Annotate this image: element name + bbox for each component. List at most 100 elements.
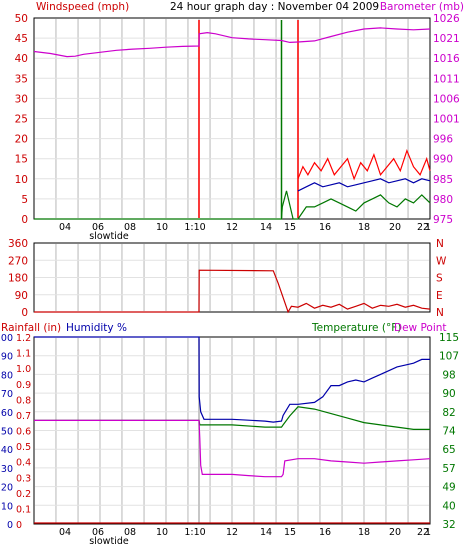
wind-ytick-left: 25 <box>15 114 28 126</box>
rainfall-axis-title: Rainfall (in) <box>1 322 61 334</box>
temp-ytick: 32 <box>442 519 455 531</box>
windspeed-axis-title: Windspeed (mph) <box>36 1 129 13</box>
wind-ytick-left: 50 <box>15 13 28 25</box>
rain-ytick: 0.7 <box>16 411 31 422</box>
hum-xtick: 06 <box>92 527 104 538</box>
hum-series-0 <box>34 336 430 423</box>
wind-xtick: 14 <box>260 222 272 233</box>
hum-ytick: 100 <box>0 333 13 344</box>
hum-ytick: 0 <box>7 520 13 531</box>
direction-panel-frame <box>33 242 431 313</box>
rain-ytick: 0 <box>16 520 22 531</box>
hum-xtick: 18 <box>358 527 370 538</box>
hum-xtick: 14 <box>260 527 272 538</box>
wind-xtick: 06 <box>92 222 104 233</box>
wind-xtick: 18 <box>358 222 370 233</box>
temp-ytick: 115 <box>439 332 459 344</box>
dir-ytick-right: N <box>436 238 444 250</box>
wind-ytick-left: 45 <box>15 33 28 45</box>
dir-ytick-left: 180 <box>8 273 28 285</box>
wind-series-2 <box>297 148 431 181</box>
dir-series-0 <box>34 269 431 314</box>
wind-ytick-right: 1006 <box>433 93 460 105</box>
wind-ytick-left: 5 <box>21 194 28 206</box>
humidity-panel-frame <box>33 336 431 525</box>
wind-ytick-right: 980 <box>433 194 453 206</box>
hum-xtick: 12 <box>226 527 238 538</box>
wind-ytick-left: 10 <box>15 174 28 186</box>
chart-title: 24 hour graph day : November 04 2009 <box>170 1 379 13</box>
wind-ytick-left: 30 <box>15 93 28 105</box>
dir-ytick-left: 270 <box>8 255 28 267</box>
chart-layer: 5045403530252015105010261021101610111006… <box>0 13 460 547</box>
wind-ytick-right: 985 <box>433 174 453 186</box>
wind-xtick: 22 <box>417 222 429 233</box>
wind-series-0 <box>33 27 431 58</box>
rain-ytick: 0.9 <box>16 380 31 391</box>
hum-ytick: 80 <box>1 370 13 381</box>
rain-ytick: 0.5 <box>16 442 31 453</box>
temp-ytick: 98 <box>442 369 455 381</box>
wind-ytick-right: 990 <box>433 154 453 166</box>
rain-ytick: 0.2 <box>16 489 31 500</box>
rain-ytick: 0.6 <box>16 427 31 438</box>
temp-ytick: 65 <box>442 444 455 456</box>
wind-xsublabel: slowtide <box>89 231 129 242</box>
rain-ytick: 0.4 <box>16 458 31 469</box>
rain-ytick: 0.3 <box>16 473 31 484</box>
dir-ytick-right: E <box>436 290 443 302</box>
rain-ytick: 1.0 <box>16 364 31 375</box>
temp-ytick: 90 <box>442 388 455 400</box>
wind-ytick-right: 975 <box>433 214 453 226</box>
wind-ytick-right: 1021 <box>433 33 460 45</box>
rain-ytick: 0.1 <box>16 504 31 515</box>
hum-ytick: 50 <box>1 427 13 438</box>
hum-xtick: 10 <box>156 527 168 538</box>
hum-xtick: 20 <box>389 527 401 538</box>
hum-series-1 <box>34 406 430 430</box>
hum-xtick: 16 <box>319 527 331 538</box>
wind-ytick-right: 996 <box>433 134 453 146</box>
wind-ytick-left: 15 <box>15 154 28 166</box>
hum-series-2 <box>34 419 431 478</box>
temp-ytick: 49 <box>442 482 455 494</box>
wind-ytick-right: 1001 <box>433 114 460 126</box>
dir-ytick-left: 360 <box>8 238 28 250</box>
hum-xtick: 1:10 <box>184 527 205 538</box>
hum-ytick: 20 <box>1 483 13 494</box>
wind-ytick-left: 0 <box>21 214 28 226</box>
rain-ytick: 1.2 <box>16 333 31 344</box>
wind-ytick-right: 1026 <box>433 13 460 25</box>
wind-series-1 <box>34 190 431 220</box>
wind-xtick: 1 <box>425 222 431 233</box>
temperature-axis-title: Temperature (°F) <box>311 322 401 334</box>
hum-xtick: 08 <box>124 527 136 538</box>
wind-xtick: 04 <box>59 222 71 233</box>
dir-ytick-left: 90 <box>15 290 28 302</box>
wind-ytick-left: 35 <box>15 73 28 85</box>
wind-series-3 <box>297 178 431 192</box>
temp-ytick: 82 <box>442 407 455 419</box>
wind-xtick: 20 <box>389 222 401 233</box>
temp-ytick: 57 <box>442 463 455 475</box>
hum-xtick: 1 <box>425 527 431 538</box>
wind-ytick-left: 40 <box>15 53 28 65</box>
hum-ytick: 90 <box>1 352 13 363</box>
dir-ytick-right: W <box>436 255 447 267</box>
dir-ytick-right: S <box>436 273 443 285</box>
wind-xtick: 10 <box>156 222 168 233</box>
hum-xsublabel: slowtide <box>89 536 129 547</box>
wind-xtick: 15 <box>284 222 296 233</box>
wind-xtick: 12 <box>226 222 238 233</box>
hum-xtick: 04 <box>59 527 71 538</box>
wind-xtick: 16 <box>319 222 331 233</box>
rain-ytick: 0.8 <box>16 395 31 406</box>
dewpoint-axis-title: Dew Point <box>394 322 447 334</box>
temp-ytick: 74 <box>442 426 456 438</box>
wind-ytick-left: 20 <box>15 134 28 146</box>
dir-ytick-left: 0 <box>21 307 28 319</box>
barometer-axis-title: Barometer (mb) <box>380 1 464 13</box>
